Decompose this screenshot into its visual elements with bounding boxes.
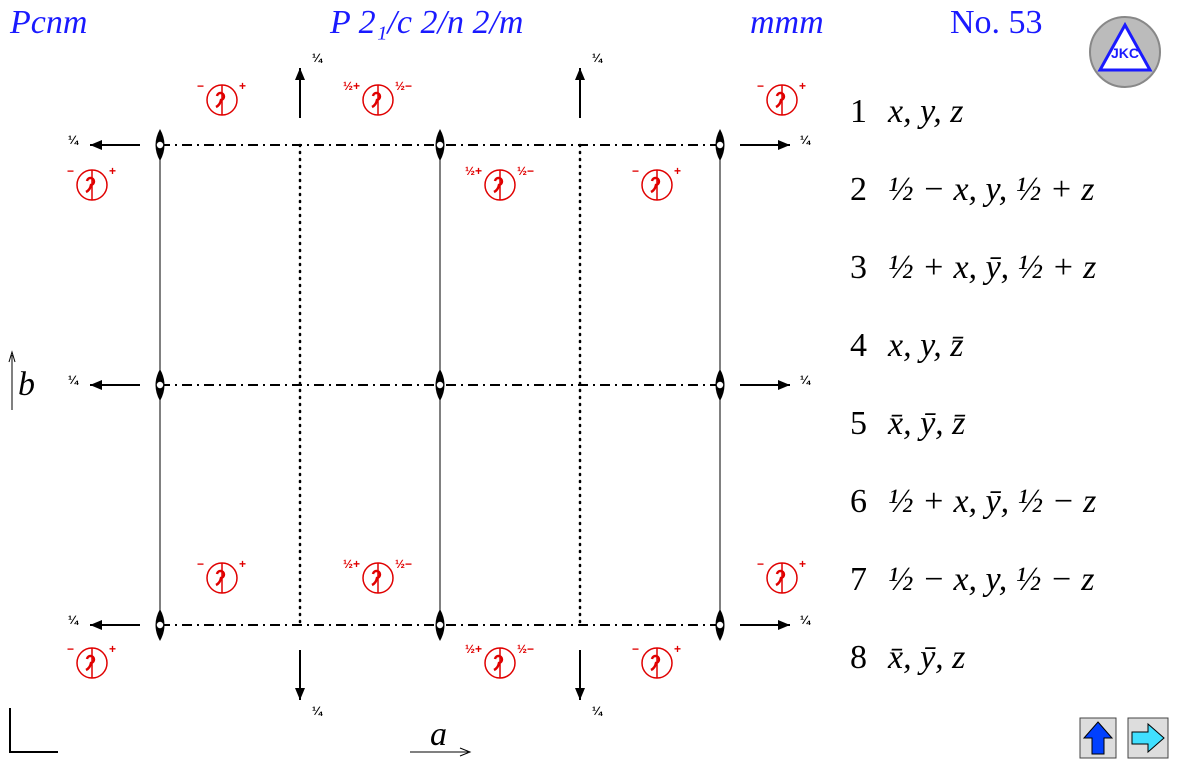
twofold-dot xyxy=(156,381,164,389)
position-number: 2 xyxy=(850,171,867,208)
twofold-dot xyxy=(716,621,724,629)
height-label: ¼ xyxy=(800,613,811,627)
full-symbol: P 2₁/c 2/n 2/m xyxy=(329,4,523,41)
logo-text: JKC xyxy=(1111,45,1139,61)
sign-left: − xyxy=(632,164,639,178)
arrow-head xyxy=(778,140,790,150)
height-label: ¼ xyxy=(312,704,323,718)
position-coords: ½ − x, y, ½ + z xyxy=(888,171,1094,208)
sign-left: − xyxy=(757,557,764,571)
logo: JKC xyxy=(1089,16,1161,88)
comma xyxy=(85,176,96,194)
comma xyxy=(493,654,504,672)
height-label: ¼ xyxy=(68,373,79,387)
comma xyxy=(85,654,96,672)
twofold-dot xyxy=(156,621,164,629)
comma xyxy=(215,569,226,587)
sign-right: + xyxy=(109,164,116,178)
up-icon[interactable] xyxy=(1082,721,1114,755)
twofold-dot xyxy=(716,141,724,149)
sign-left: − xyxy=(67,642,74,656)
sign-right: + xyxy=(674,164,681,178)
height-label: ¼ xyxy=(68,613,79,627)
position-coords: ½ + x, ȳ, ½ + z xyxy=(888,249,1096,286)
height-label: ¼ xyxy=(312,51,323,65)
comma xyxy=(775,91,786,109)
position-coords: x̄, ȳ, z̄ xyxy=(887,405,966,442)
comma xyxy=(371,569,382,587)
sign-right: ½− xyxy=(517,642,534,656)
comma xyxy=(650,654,661,672)
position-number: 8 xyxy=(850,639,867,676)
sign-right: ½− xyxy=(517,164,534,178)
arrow-head xyxy=(778,620,790,630)
arrow-head xyxy=(90,380,102,390)
position-number: 1 xyxy=(850,93,867,130)
twofold-dot xyxy=(436,621,444,629)
positions: 1 x, y, z 2 ½ − x, y, ½ + z 3 ½ + x, ȳ, ½ + z… xyxy=(850,93,1096,676)
position-number: 3 xyxy=(850,249,867,286)
position-coords: x, y, z̄ xyxy=(887,327,964,364)
sign-right: + xyxy=(674,642,681,656)
twofold-dot xyxy=(436,141,444,149)
sign-left: − xyxy=(632,642,639,656)
arrow-head xyxy=(778,380,790,390)
sign-left: ½+ xyxy=(343,557,360,571)
axis-a: a xyxy=(430,716,447,753)
position-number: 6 xyxy=(850,483,867,520)
point-group: mmm xyxy=(750,4,824,41)
position-number: 5 xyxy=(850,405,867,442)
arrow-head xyxy=(90,140,102,150)
height-label: ¼ xyxy=(68,133,79,147)
arrow-head xyxy=(90,620,102,630)
arrow-head xyxy=(575,688,585,700)
sign-right: ½− xyxy=(395,79,412,93)
symbol: Pcnm xyxy=(9,4,87,41)
position-coords: ½ + x, ȳ, ½ − z xyxy=(888,483,1096,520)
corner xyxy=(8,350,472,757)
sign-left: ½+ xyxy=(343,79,360,93)
next-icon[interactable] xyxy=(1131,722,1165,754)
sign-right: ½− xyxy=(395,557,412,571)
arrow-head xyxy=(575,68,585,80)
twofold-dot xyxy=(156,141,164,149)
comma xyxy=(775,569,786,587)
position-coords: ½ − x, y, ½ − z xyxy=(888,561,1094,598)
position-coords: x, y, z xyxy=(887,93,964,130)
position-coords: x̄, ȳ, z xyxy=(887,639,965,676)
height-label: ¼ xyxy=(800,373,811,387)
comma xyxy=(650,176,661,194)
sign-left: ½+ xyxy=(465,164,482,178)
sign-right: + xyxy=(799,557,806,571)
height-label: ¼ xyxy=(592,51,603,65)
twofold-dot xyxy=(436,381,444,389)
comma xyxy=(215,91,226,109)
arrow-head xyxy=(295,68,305,80)
height-label: ¼ xyxy=(592,704,603,718)
arrow-head xyxy=(295,688,305,700)
sign-left: ½+ xyxy=(465,642,482,656)
nav xyxy=(1079,717,1169,759)
number: No. 53 xyxy=(950,4,1043,41)
comma xyxy=(493,176,504,194)
sign-right: + xyxy=(239,557,246,571)
height-label: ¼ xyxy=(800,133,811,147)
sign-right: + xyxy=(239,79,246,93)
sign-right: + xyxy=(799,79,806,93)
sign-left: − xyxy=(197,557,204,571)
comma xyxy=(371,91,382,109)
sign-left: − xyxy=(757,79,764,93)
position-number: 4 xyxy=(850,327,867,364)
sign-left: − xyxy=(67,164,74,178)
sign-right: + xyxy=(109,642,116,656)
axis-b: b xyxy=(18,366,35,403)
twofold-dot xyxy=(716,381,724,389)
sign-left: − xyxy=(197,79,204,93)
position-number: 7 xyxy=(850,561,867,598)
